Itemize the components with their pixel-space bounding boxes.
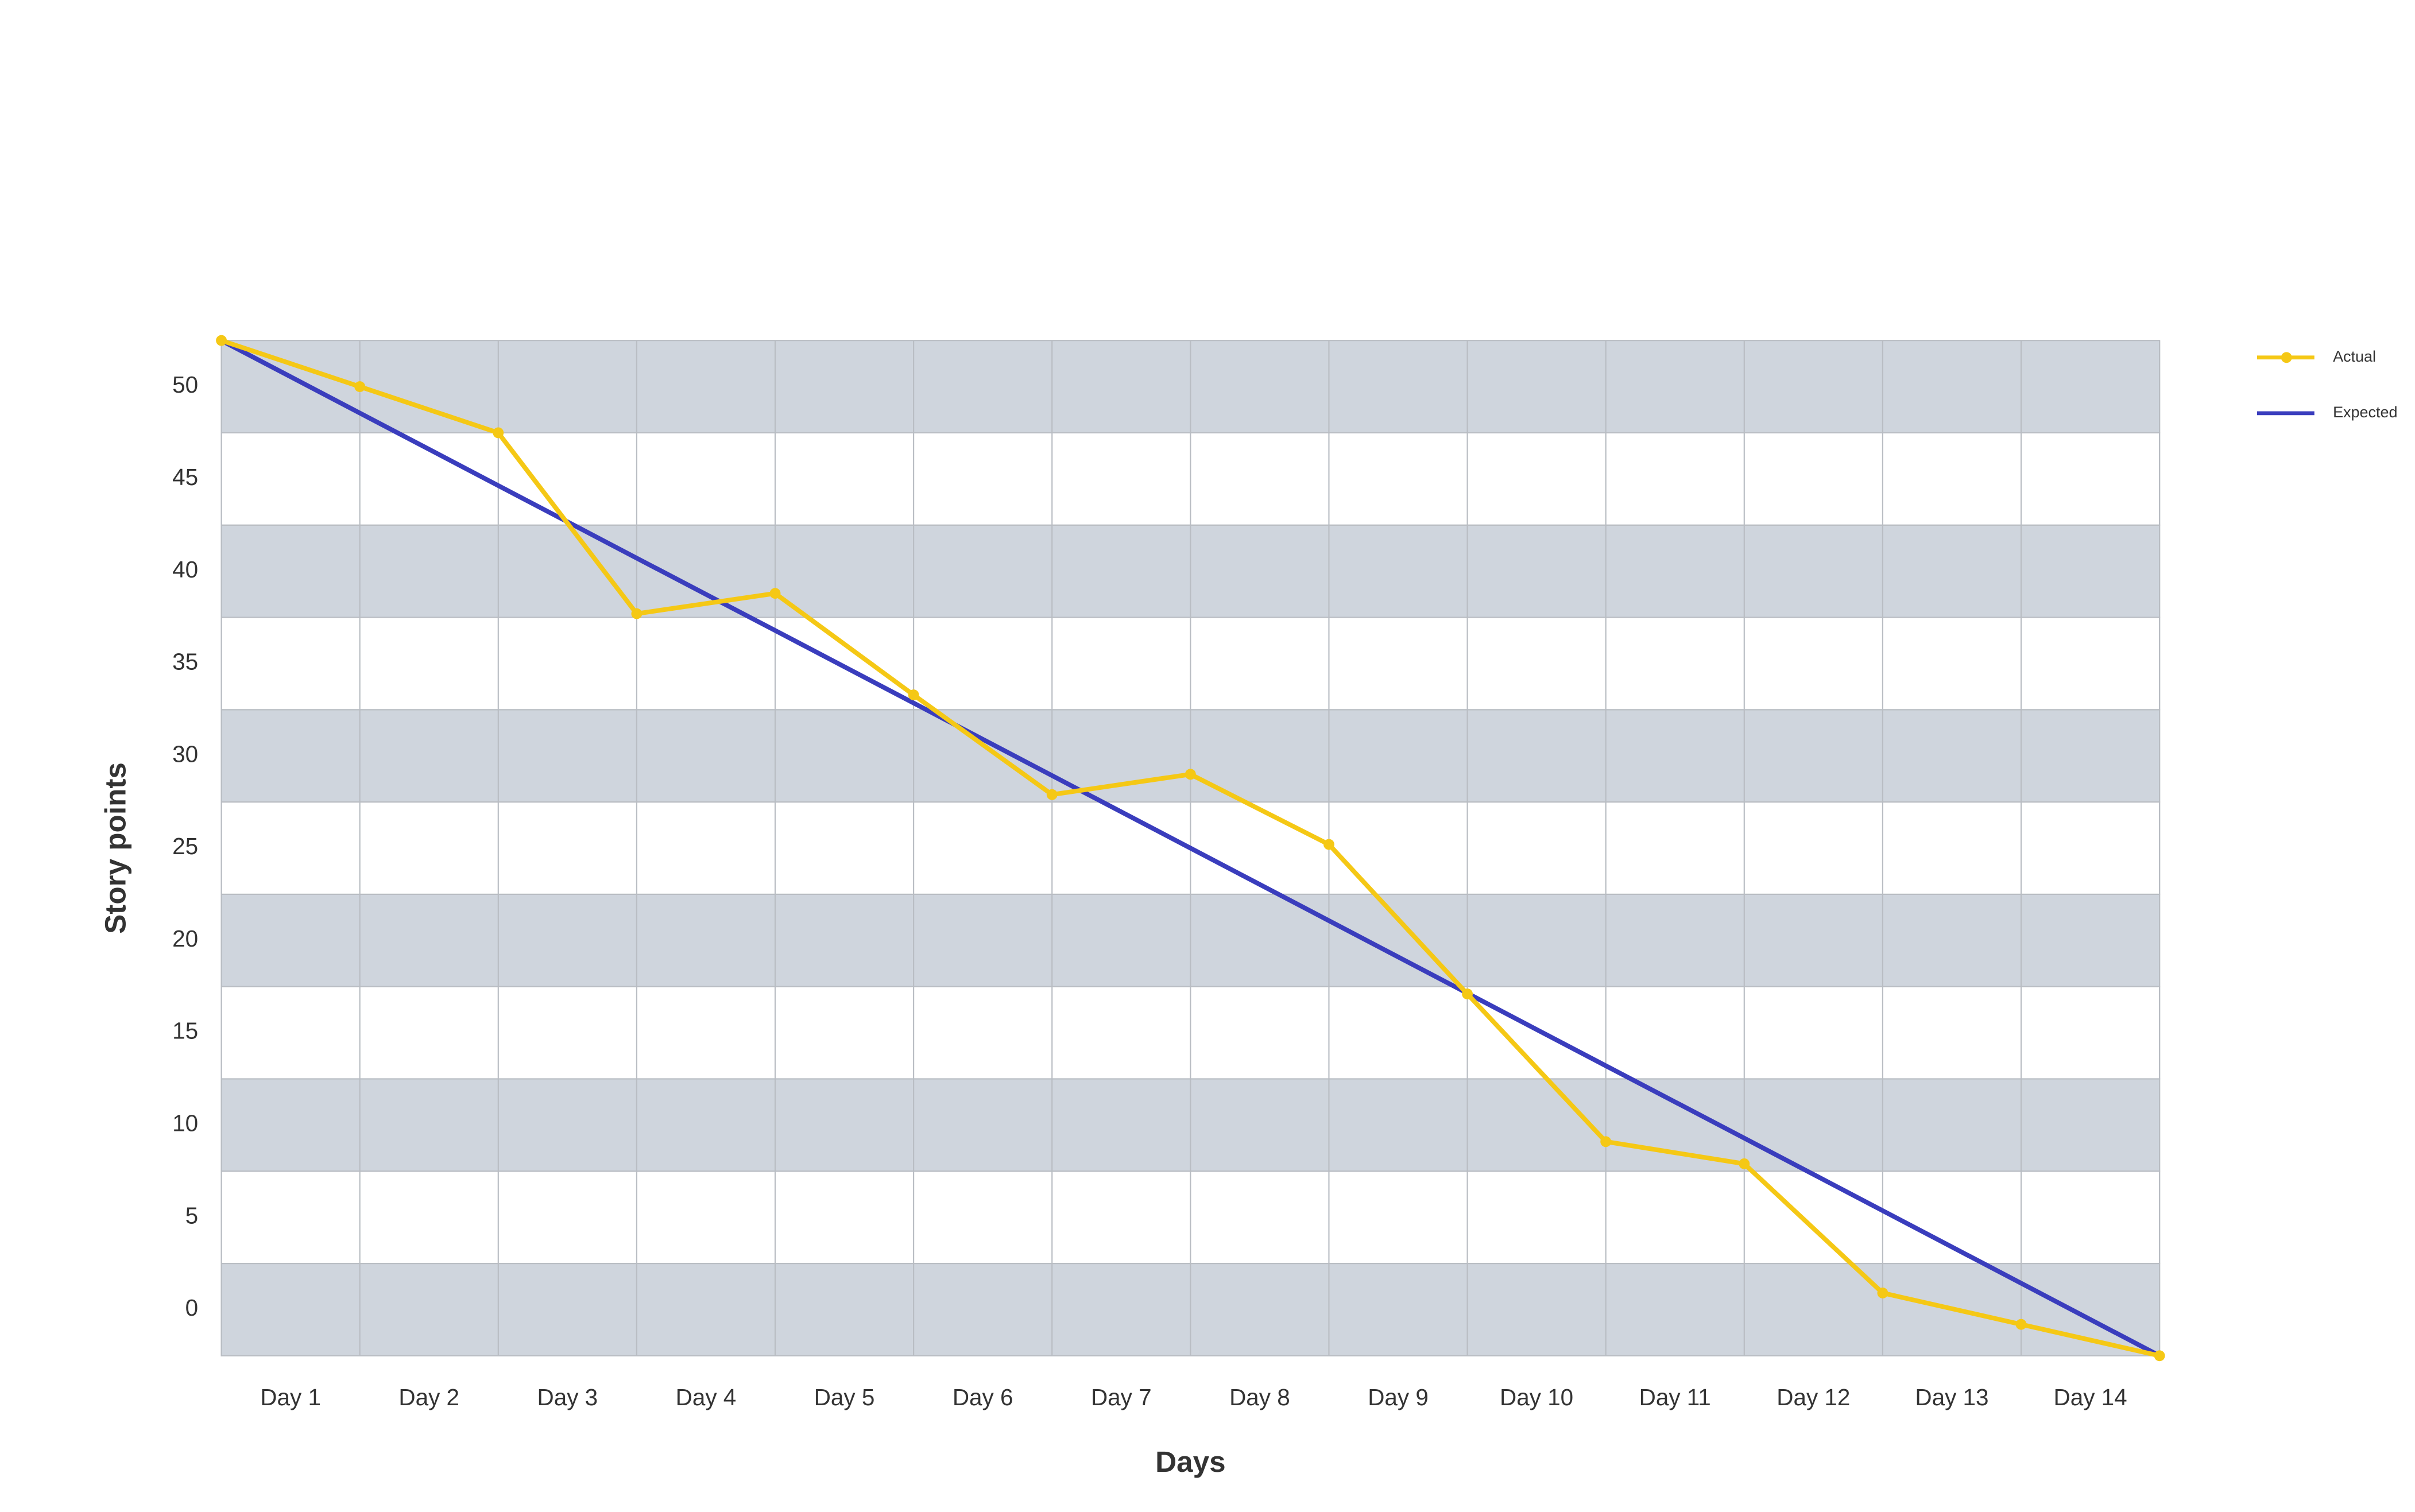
- marker: [2015, 1319, 2027, 1330]
- marker: [493, 427, 504, 439]
- legend-label: Expected: [2333, 404, 2397, 421]
- plot: [216, 335, 2165, 1362]
- marker: [354, 381, 366, 392]
- y-tick-label: 20: [172, 925, 198, 952]
- marker: [631, 608, 643, 619]
- x-tick-label: Day 8: [1229, 1384, 1290, 1410]
- y-tick-label: 35: [172, 649, 198, 675]
- y-tick-label: 50: [172, 371, 198, 398]
- x-tick-label: Day 11: [1639, 1384, 1711, 1410]
- marker: [2154, 1350, 2165, 1362]
- y-tick-label: 25: [172, 833, 198, 859]
- marker: [1046, 789, 1058, 800]
- x-tick-label: Day 9: [1368, 1384, 1429, 1410]
- x-tick-label: Day 4: [676, 1384, 737, 1410]
- x-tick-label: Day 14: [2054, 1384, 2127, 1410]
- y-axis-title: Story points: [99, 762, 131, 934]
- x-tick-label: Day 1: [260, 1384, 321, 1410]
- marker: [908, 689, 919, 701]
- y-tick-label: 5: [185, 1202, 199, 1228]
- x-tick-label: Day 2: [398, 1384, 459, 1410]
- marker: [1185, 769, 1196, 780]
- x-axis-title: Days: [1155, 1445, 1225, 1478]
- marker: [1323, 839, 1334, 850]
- x-tick-label: Day 6: [953, 1384, 1013, 1410]
- marker: [1600, 1136, 1612, 1147]
- y-tick-label: 45: [172, 464, 198, 490]
- marker: [1739, 1158, 1750, 1169]
- marker: [1877, 1288, 1888, 1298]
- y-tick-label: 40: [172, 556, 198, 583]
- x-tick-label: Day 5: [814, 1384, 875, 1410]
- marker: [769, 588, 781, 599]
- y-tick-label: 30: [172, 741, 198, 767]
- series-line: [220, 338, 2161, 1358]
- y-tick-label: 15: [172, 1018, 198, 1044]
- marker: [1462, 988, 1473, 999]
- x-tick-label: Day 10: [1500, 1384, 1573, 1410]
- legend-marker: [2281, 352, 2292, 363]
- x-tick-label: Day 13: [1915, 1384, 1988, 1410]
- y-tick-label: 10: [172, 1110, 198, 1137]
- x-tick-label: Day 3: [537, 1384, 598, 1410]
- x-tick-label: Day 7: [1091, 1384, 1152, 1410]
- x-tick-label: Day 12: [1777, 1384, 1850, 1410]
- legend-label: Actual: [2333, 348, 2376, 365]
- marker: [216, 335, 227, 346]
- y-tick-label: 0: [185, 1294, 199, 1321]
